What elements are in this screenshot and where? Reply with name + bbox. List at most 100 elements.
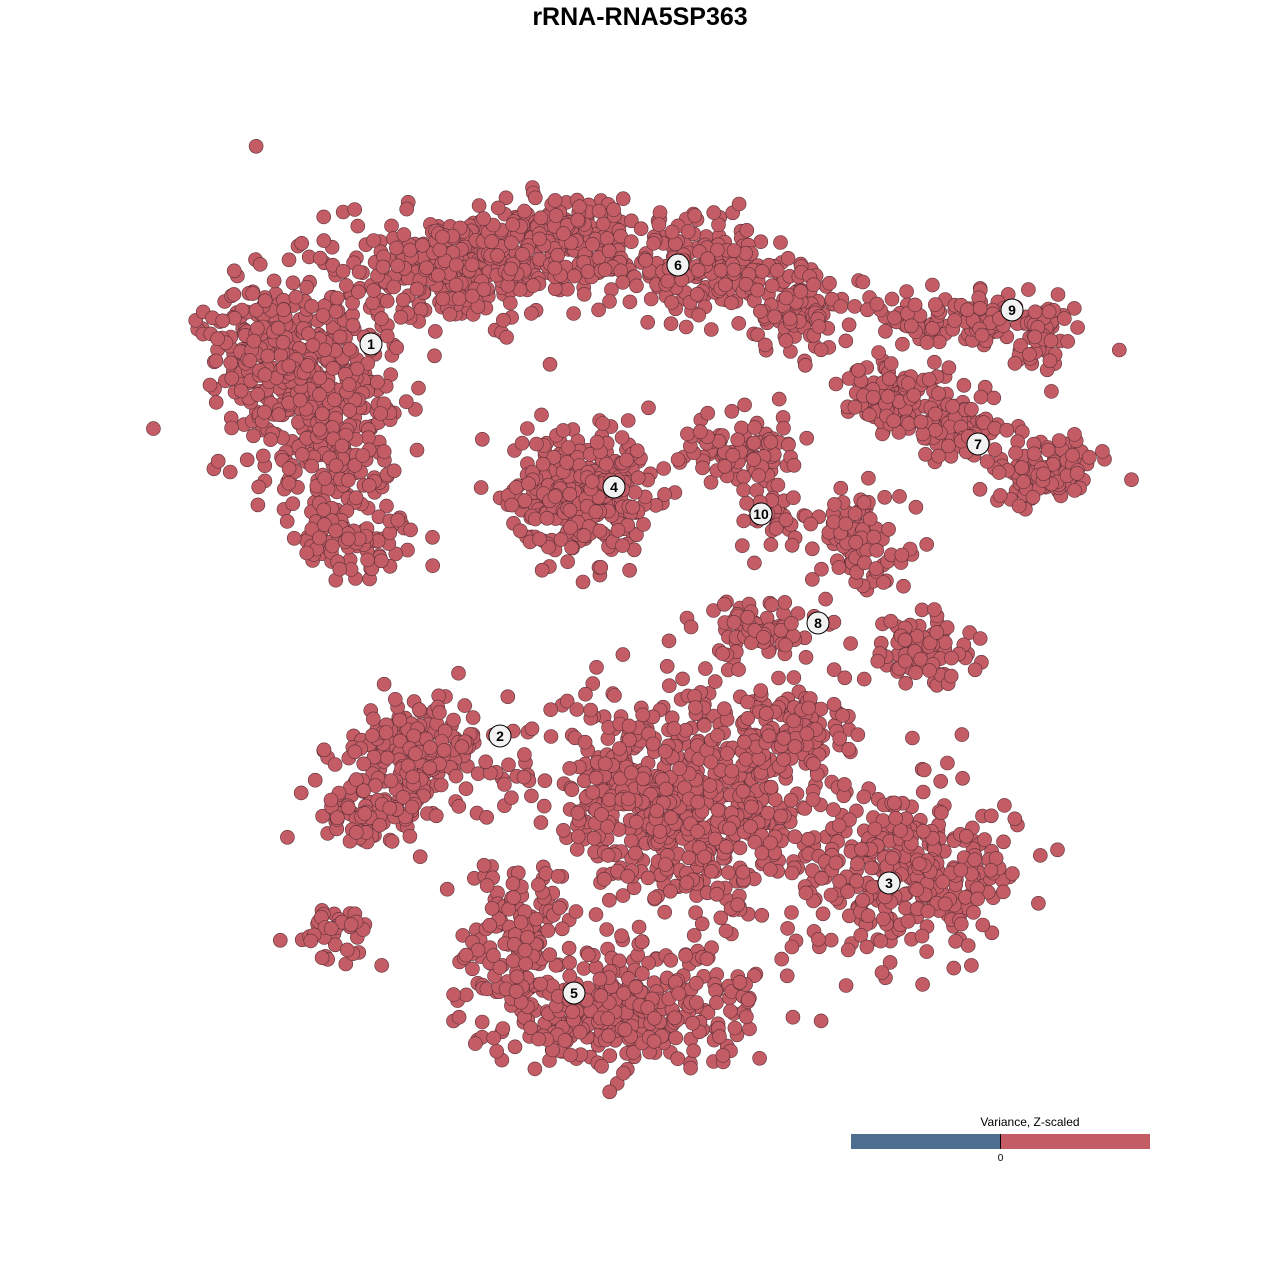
point	[779, 968, 795, 984]
point	[800, 831, 816, 847]
point	[731, 196, 747, 212]
point	[342, 403, 358, 418]
point	[503, 261, 519, 277]
point	[339, 942, 355, 958]
point	[887, 795, 902, 811]
point	[854, 841, 869, 857]
cluster-label-text: 6	[674, 257, 682, 273]
point	[502, 295, 518, 311]
point	[686, 928, 702, 943]
point	[787, 739, 803, 754]
point	[373, 553, 389, 569]
point	[589, 659, 604, 675]
point	[482, 917, 498, 933]
point	[754, 907, 770, 923]
point	[532, 531, 547, 547]
point	[848, 534, 864, 550]
point	[912, 856, 927, 872]
point	[504, 497, 520, 513]
point	[467, 1036, 483, 1051]
point	[719, 746, 735, 761]
point	[428, 808, 444, 824]
point	[919, 944, 935, 959]
point	[827, 497, 842, 512]
point	[685, 1015, 700, 1031]
point	[589, 434, 605, 450]
point	[411, 380, 426, 396]
cluster-label-6: 6	[666, 253, 690, 277]
point	[763, 434, 779, 450]
point	[822, 275, 837, 291]
point	[740, 609, 756, 625]
point	[384, 834, 400, 849]
point	[580, 264, 596, 279]
legend-zero-label: 0	[997, 1153, 1004, 1164]
point	[328, 458, 344, 474]
point	[592, 971, 608, 987]
point	[517, 493, 533, 508]
point	[412, 849, 428, 865]
point	[754, 264, 770, 279]
point	[1069, 466, 1085, 481]
point	[350, 218, 366, 234]
cluster-label-text: 5	[570, 985, 578, 1001]
point	[859, 939, 875, 955]
point	[592, 523, 608, 539]
point	[699, 951, 715, 967]
point	[955, 770, 970, 786]
point	[557, 1033, 573, 1048]
point	[388, 240, 404, 256]
point	[972, 300, 988, 316]
point	[474, 431, 490, 447]
point	[925, 277, 940, 293]
cluster-label-1: 1	[359, 332, 383, 356]
point	[556, 226, 571, 241]
point	[781, 437, 796, 453]
point	[619, 452, 634, 468]
point	[757, 337, 773, 353]
point	[771, 391, 787, 407]
point	[248, 139, 264, 154]
point	[588, 504, 604, 520]
point	[783, 792, 799, 808]
point	[763, 779, 779, 795]
point	[934, 805, 949, 821]
point	[758, 706, 774, 721]
point	[340, 472, 356, 488]
point	[422, 760, 438, 776]
point	[366, 233, 381, 248]
point	[312, 422, 327, 437]
point	[398, 394, 414, 410]
point	[747, 555, 762, 571]
point	[347, 202, 363, 217]
point	[257, 404, 272, 420]
point	[484, 900, 500, 916]
point	[668, 1030, 684, 1046]
point	[1008, 445, 1023, 461]
point	[1065, 447, 1080, 463]
point	[778, 333, 794, 349]
point	[899, 284, 914, 299]
point	[1026, 446, 1042, 462]
point	[521, 476, 536, 492]
cluster-label-9: 9	[1000, 298, 1024, 322]
cluster-label-text: 7	[974, 436, 982, 452]
point	[658, 857, 673, 872]
point	[736, 469, 752, 485]
point	[575, 574, 591, 590]
point	[941, 438, 956, 454]
point	[146, 421, 161, 436]
point	[334, 438, 350, 454]
cluster-label-text: 4	[610, 479, 618, 495]
point	[656, 461, 672, 476]
point	[1095, 444, 1110, 459]
point	[927, 297, 943, 312]
point	[814, 561, 829, 577]
point	[569, 702, 585, 717]
cluster-label-text: 10	[753, 506, 769, 522]
point	[245, 286, 260, 301]
point	[892, 489, 907, 504]
point	[597, 262, 613, 278]
point	[520, 929, 535, 945]
point	[617, 1022, 633, 1037]
